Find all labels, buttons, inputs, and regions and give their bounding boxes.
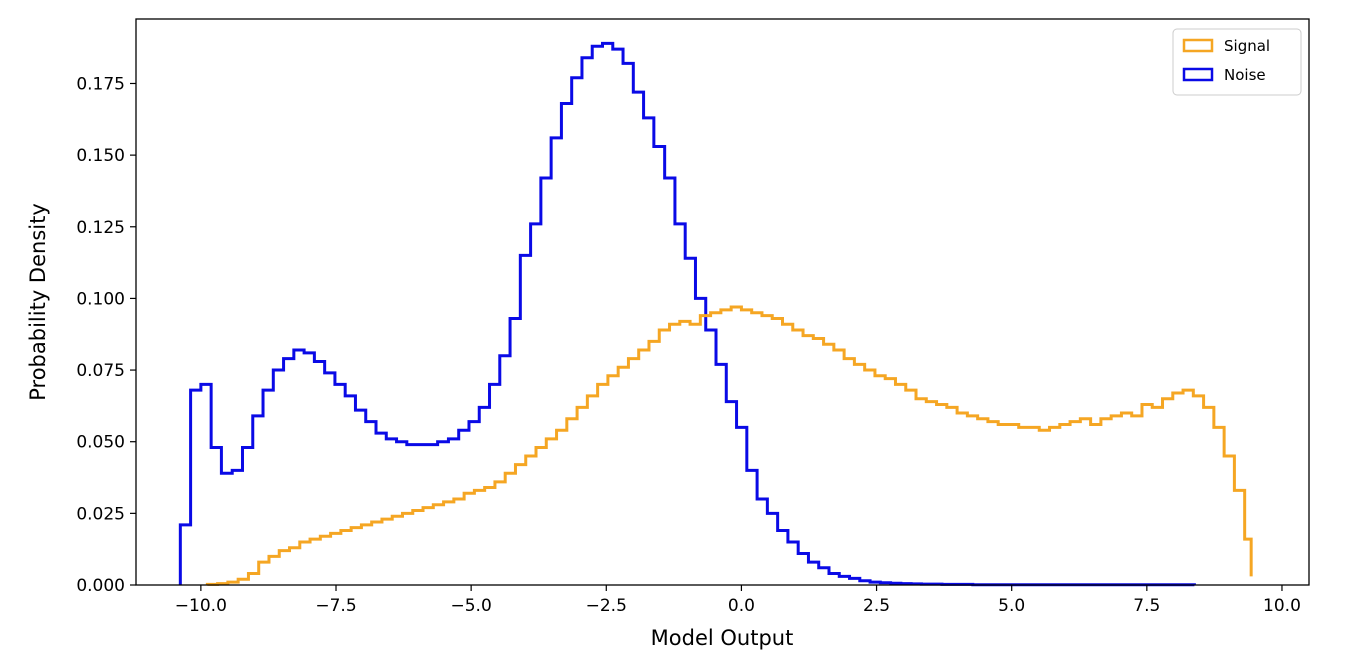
x-tick-label: 10.0 (1263, 596, 1301, 616)
x-tick-label: −10.0 (175, 596, 227, 616)
legend-frame (1172, 28, 1302, 96)
y-tick-label: 0.125 (76, 218, 125, 238)
y-tick-label: 0.025 (76, 504, 125, 524)
y-tick-label: 0.100 (76, 289, 125, 309)
x-tick-label: 7.5 (1133, 596, 1160, 616)
x-tick-label: −5.0 (451, 596, 492, 616)
y-tick-label: 0.050 (76, 433, 125, 453)
y-tick-label: 0.075 (76, 361, 125, 381)
x-tick-label: 5.0 (998, 596, 1025, 616)
legend-label-signal: Signal (1224, 37, 1270, 55)
x-axis-title: Model Output (651, 626, 794, 650)
x-tick-label: −7.5 (315, 596, 356, 616)
y-tick-label: 0.175 (76, 74, 125, 94)
x-tick-label: −2.5 (586, 596, 627, 616)
legend-label-noise: Noise (1224, 66, 1266, 84)
y-tick-label: 0.150 (76, 146, 125, 166)
y-axis-ticks: 0.000 0.025 0.050 0.075 0.100 0.125 0.150 0.175 (76, 74, 136, 596)
x-tick-label: 2.5 (863, 596, 890, 616)
y-tick-label: 0.000 (76, 576, 125, 596)
series-layer (178, 41, 1253, 587)
x-tick-label: 0.0 (728, 596, 755, 616)
x-axis-ticks: −10.0 −7.5 −5.0 −2.5 0.0 2.5 5.0 7.5 10.0 (175, 585, 1301, 616)
legend-swatch-noise (1182, 67, 1214, 82)
y-axis-title: Probability Density (26, 203, 50, 401)
series-noise-step (178, 41, 1196, 587)
series-signal-step (205, 305, 1253, 586)
legend-swatch-signal (1182, 38, 1214, 53)
plot-frame (135, 18, 1310, 586)
legend: Signal Noise (1172, 28, 1302, 96)
